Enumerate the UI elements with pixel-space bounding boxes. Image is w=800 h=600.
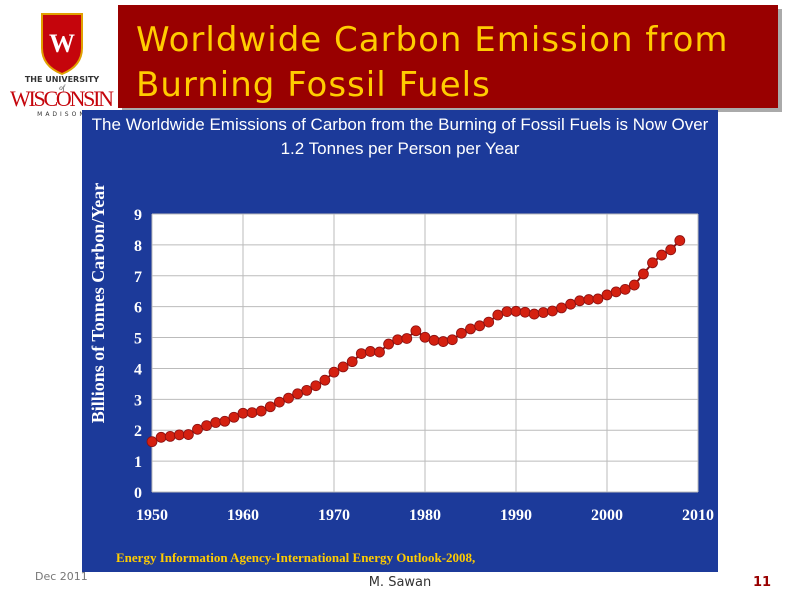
y-axis-label: Billions of Tonnes Carbon/Year [88,183,108,424]
data-point [510,305,522,317]
logo-text: MADISON [37,111,87,118]
data-point [182,429,194,440]
data-point [337,361,349,373]
data-point [164,430,176,442]
data-point [547,305,558,317]
data-point [674,235,686,246]
data-point [210,417,222,428]
y-tick-label: 8 [134,238,142,255]
chart-title: The Worldwide Emissions of Carbon from t… [91,115,709,158]
data-point [519,306,531,318]
data-point [201,420,213,431]
slide-title: Worldwide Carbon Emission from Burning F… [136,20,729,105]
y-tick-label: 4 [134,361,142,378]
x-tick-label: 2000 [591,507,623,524]
data-point [273,396,285,408]
data-point [346,356,358,368]
y-tick-label: 9 [134,207,142,224]
data-point [419,331,431,343]
data-point [264,401,276,413]
x-tick-label: 1980 [409,507,441,524]
x-tick-label: 1950 [136,507,168,524]
data-point [146,436,158,448]
data-point [647,257,658,269]
data-point [328,366,340,378]
data-point [192,423,203,435]
data-point [410,325,422,337]
data-point [237,407,249,419]
data-point [665,244,677,256]
data-point [283,392,294,404]
x-tick-label: 1990 [500,507,532,524]
logo-shield [41,13,83,76]
data-point [246,407,258,419]
data-point [310,380,322,392]
y-tick-label: 2 [134,423,142,440]
data-point [501,306,513,318]
data-point [610,286,622,298]
logo-w: W [49,29,75,58]
data-point [437,336,449,347]
data-point [392,334,404,346]
x-tick-label: 1960 [227,507,259,524]
logo-text: THE UNIVERSITY [25,75,100,84]
logo-text: of [59,84,66,92]
data-point [374,346,385,358]
data-point [446,334,458,346]
x-tick-label: 1970 [318,507,350,524]
page-number: 11 [753,575,771,590]
data-point [228,411,240,423]
data-point [364,346,376,357]
y-tick-label: 0 [134,485,142,502]
data-point [574,295,586,307]
data-point [628,279,640,291]
data-point [301,384,313,396]
data-point [474,320,486,332]
data-point [173,429,185,441]
data-point [565,298,576,310]
data-point [155,431,167,443]
data-point [383,338,395,350]
data-point [656,249,667,261]
data-point [355,348,367,360]
logo-text: WISCONSIN [10,86,114,111]
data-point [537,307,549,318]
data-point [528,308,540,320]
y-tick-label: 7 [134,269,142,286]
data-point [592,293,604,305]
y-tick-label: 1 [134,454,142,471]
data-point [319,374,331,386]
data-point [428,334,440,346]
data-point [556,302,567,314]
y-tick-label: 6 [134,300,142,317]
data-point [465,323,476,335]
title-bar [118,5,778,108]
footer-date: Dec 2011 [35,570,88,583]
data-point [255,405,267,417]
data-point [601,289,613,301]
data-point [492,309,504,321]
source: Energy Information Agency-International … [116,550,475,565]
data-point [219,415,231,427]
footer-author: M. Sawan [369,575,432,590]
x-tick-label: 2010 [682,507,714,524]
y-tick-label: 3 [134,392,142,409]
data-point [401,333,413,344]
data-point [483,316,495,328]
y-tick-label: 5 [134,331,142,348]
data-point [583,294,595,305]
data-point [455,327,467,339]
data-point [619,283,631,295]
data-point [638,268,649,280]
data-point [292,388,304,400]
